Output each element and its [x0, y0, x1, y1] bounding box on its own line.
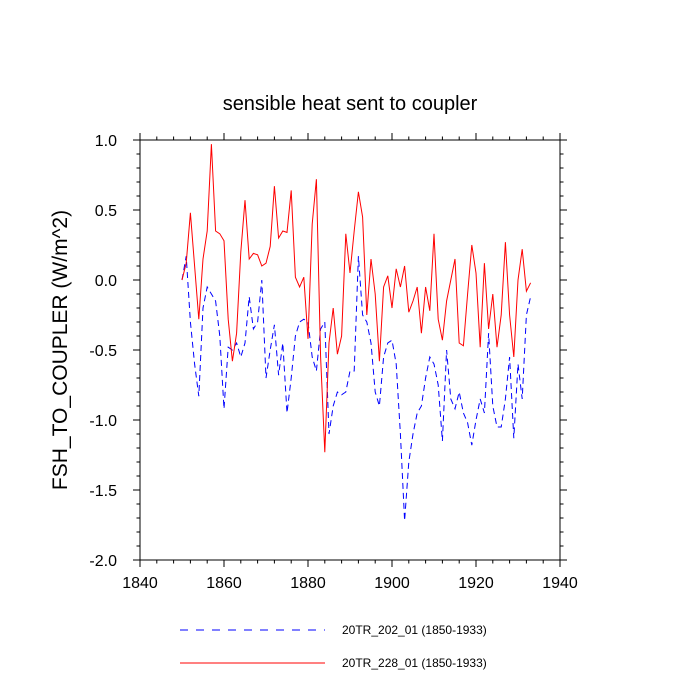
y-tick-label: -1.5 — [89, 483, 117, 500]
y-tick-label: 0.5 — [95, 203, 117, 220]
x-tick-label: 1860 — [206, 575, 242, 592]
y-tick-label: -0.5 — [89, 343, 117, 360]
series-line-2 — [181, 144, 532, 453]
legend-label-1: 20TR_202_01 (1850-1933) — [342, 623, 487, 637]
axis-tick-labels: 1840 1860 1880 1900 1920 1940 -2.0 -1.5 -1.0 -0.5… — [89, 133, 577, 592]
y-tick-label: -2.0 — [89, 553, 117, 570]
y-tick-label: 0.0 — [95, 273, 117, 290]
y-tick-label: 1.0 — [95, 133, 117, 150]
legend: 20TR_202_01 (1850-1933) 20TR_228_01 (1850… — [180, 623, 487, 670]
plot-frame — [139, 139, 561, 561]
axis-ticks — [133, 133, 567, 567]
x-tick-label: 1840 — [122, 575, 158, 592]
legend-label-2: 20TR_228_01 (1850-1933) — [342, 656, 487, 670]
x-tick-label: 1900 — [374, 575, 410, 592]
chart-title: sensible heat sent to coupler — [223, 93, 478, 115]
y-tick-label: -1.0 — [89, 413, 117, 430]
x-tick-label: 1940 — [542, 575, 578, 592]
series-lines — [181, 144, 532, 521]
y-axis-label: FSH_TO_COUPLER (W/m^2) — [49, 210, 72, 490]
x-tick-label: 1920 — [458, 575, 494, 592]
series-line-1 — [181, 256, 532, 521]
x-tick-label: 1880 — [290, 575, 326, 592]
